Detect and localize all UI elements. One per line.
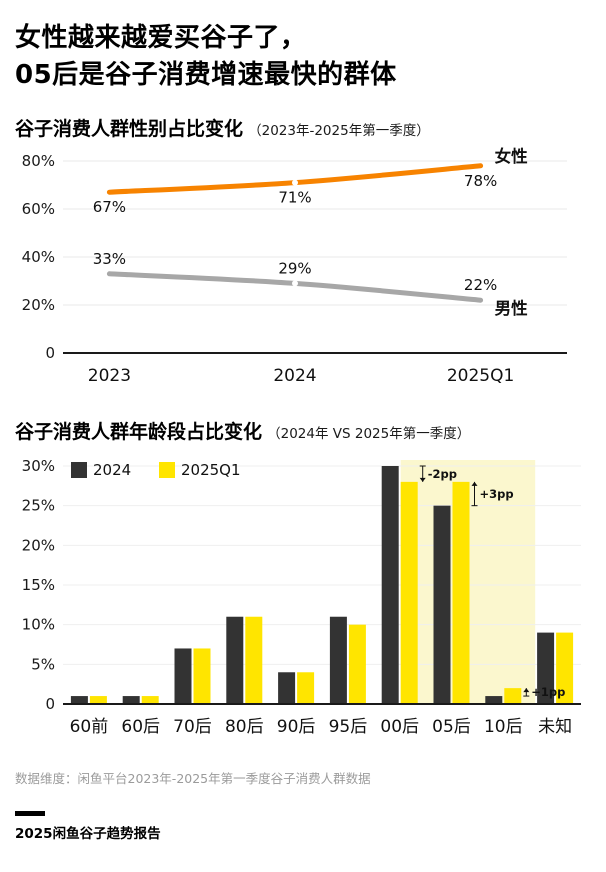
svg-text:67%: 67% — [93, 198, 126, 216]
gender-line-chart: 0 20% 40% 60% 80% 2023 2024 2025Q1 67% 71% 78% 女性 33… — [22, 146, 567, 386]
svg-text:29%: 29% — [278, 259, 311, 277]
svg-text:30%: 30% — [22, 457, 55, 475]
age-section-subtitle: （2024年 VS 2025年第一季度） — [267, 425, 471, 442]
svg-text:33%: 33% — [93, 250, 126, 268]
svg-text:60后: 60后 — [121, 717, 160, 737]
brand-text: 2025闲鱼谷子趋势报告 — [15, 825, 161, 842]
section-spacer — [15, 389, 591, 417]
page-title-line1: 女性越来越爱买谷子了， — [15, 23, 307, 53]
svg-text:95后: 95后 — [329, 717, 368, 737]
svg-text:女性: 女性 — [495, 146, 528, 166]
svg-text:20%: 20% — [22, 296, 55, 314]
svg-text:10后: 10后 — [484, 717, 523, 737]
svg-text:60%: 60% — [22, 200, 55, 218]
infographic-page: 女性越来越爱买谷子了， 05后是谷子消费增速最快的群体 谷子消费人群性别占比变化… — [15, 20, 591, 842]
svg-text:2024: 2024 — [273, 366, 316, 386]
svg-text:男性: 男性 — [495, 298, 528, 318]
svg-text:60前: 60前 — [70, 717, 109, 737]
page-title: 女性越来越爱买谷子了， 05后是谷子消费增速最快的群体 — [15, 20, 591, 94]
data-source-note: 数据维度：闲鱼平台2023年-2025年第一季度谷子消费人群数据 — [15, 770, 371, 786]
report-brand: 2025闲鱼谷子趋势报告 — [15, 810, 591, 842]
svg-text:70后: 70后 — [173, 717, 212, 737]
svg-text:2024: 2024 — [93, 461, 131, 479]
svg-text:20%: 20% — [22, 536, 55, 554]
gender-section-title-text: 谷子消费人群性别占比变化 — [15, 117, 244, 140]
svg-text:2023: 2023 — [88, 366, 131, 386]
age-section-title-text: 谷子消费人群年龄段占比变化 — [15, 420, 263, 443]
svg-text:0: 0 — [45, 695, 55, 713]
page-title-line2: 05后是谷子消费增速最快的群体 — [15, 59, 397, 90]
svg-text:+1pp: +1pp — [531, 685, 565, 699]
gender-section-subtitle: （2023年-2025年第一季度） — [248, 122, 430, 139]
svg-text:80%: 80% — [22, 152, 55, 170]
svg-text:15%: 15% — [22, 576, 55, 594]
svg-text:10%: 10% — [22, 615, 55, 633]
svg-text:90后: 90后 — [277, 717, 316, 737]
svg-text:71%: 71% — [278, 188, 311, 206]
svg-text:22%: 22% — [464, 276, 497, 294]
svg-text:+3pp: +3pp — [480, 487, 514, 501]
svg-text:80后: 80后 — [225, 717, 264, 737]
svg-text:2025Q1: 2025Q1 — [447, 366, 514, 386]
svg-text:40%: 40% — [22, 248, 55, 266]
svg-text:00后: 00后 — [380, 717, 419, 737]
svg-text:5%: 5% — [31, 655, 55, 673]
svg-text:25%: 25% — [22, 496, 55, 514]
age-bar-chart: 0 5% 10% 15% 20% 25% 30% 60前 60后 70后 80后 90后 95后 00后 0… — [22, 457, 581, 737]
svg-text:05后: 05后 — [432, 717, 471, 737]
gender-section-title: 谷子消费人群性别占比变化 （2023年-2025年第一季度） — [15, 114, 591, 141]
age-section-title: 谷子消费人群年龄段占比变化 （2024年 VS 2025年第一季度） — [15, 417, 591, 444]
svg-text:78%: 78% — [464, 172, 497, 190]
svg-text:未知: 未知 — [538, 717, 572, 737]
svg-text:-2pp: -2pp — [428, 467, 457, 481]
svg-text:2025Q1: 2025Q1 — [181, 461, 241, 479]
brand-bar — [15, 810, 45, 816]
svg-text:0: 0 — [45, 344, 55, 362]
